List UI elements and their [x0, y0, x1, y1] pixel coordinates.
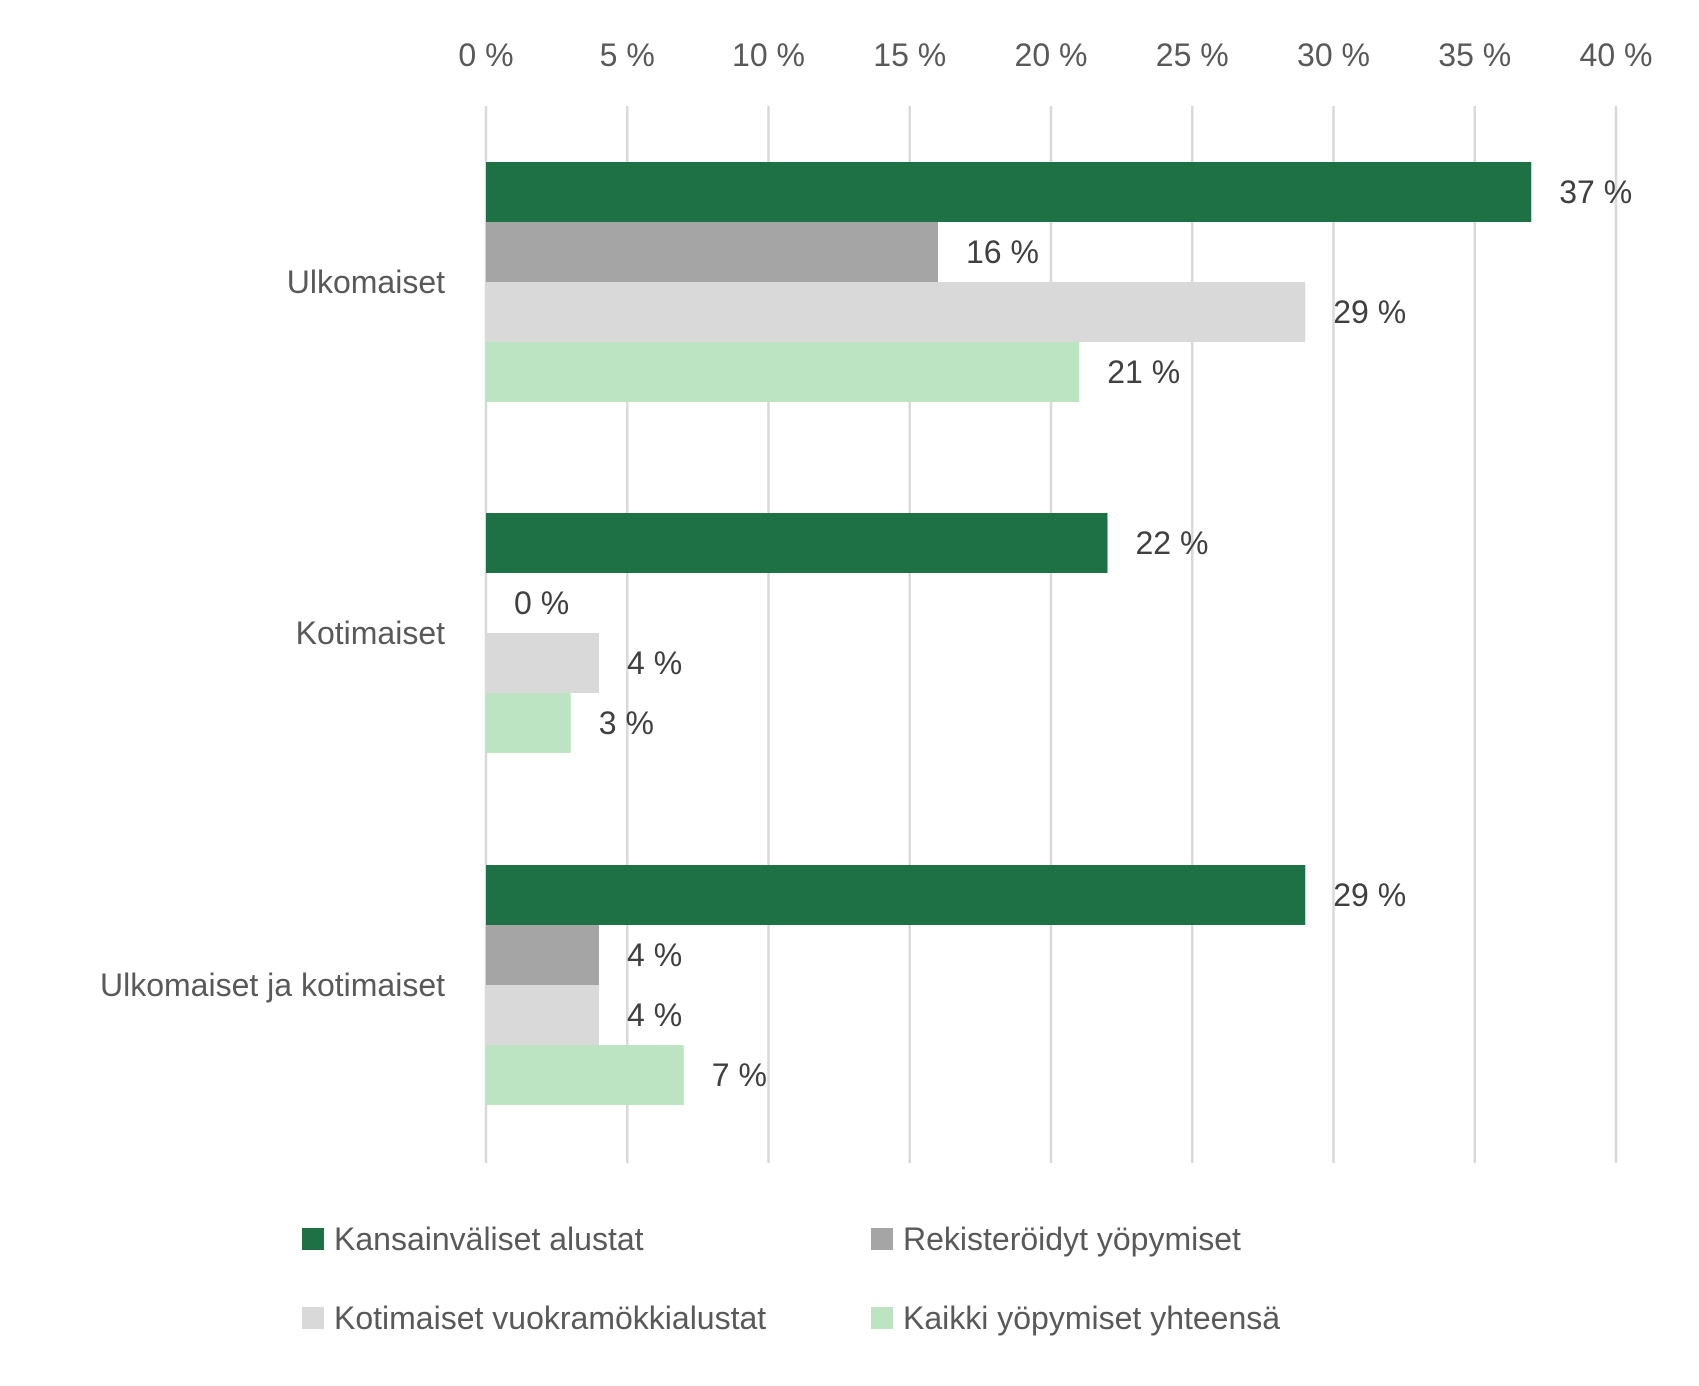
bar: [486, 985, 599, 1045]
data-label: 4 %: [627, 997, 682, 1033]
legend-marker: [302, 1307, 324, 1329]
legend: Kansainväliset alustat Rekisteröidyt yöpy…: [302, 1221, 1280, 1336]
bar: [486, 162, 1532, 222]
x-tick-label: 35 %: [1438, 37, 1511, 73]
data-labels: 37 % 16 % 29 % 21 % 22 % 0 % 4 % 3 % 29 % 4 % 4 % 7…: [514, 174, 1632, 1093]
data-label: 29 %: [1333, 294, 1406, 330]
bar: [486, 865, 1306, 925]
x-tick-labels: 0 % 5 % 10 % 15 % 20 % 25 % 30 % 35 % 40 %: [458, 37, 1652, 73]
legend-label: Kansainväliset alustat: [334, 1221, 644, 1257]
data-label: 22 %: [1136, 525, 1209, 561]
bars: [486, 162, 1532, 1105]
category-labels: Ulkomaiset Kotimaiset Ulkomaiset ja kotima…: [100, 264, 445, 1003]
x-tick-label: 20 %: [1015, 37, 1088, 73]
x-tick-label: 25 %: [1156, 37, 1229, 73]
legend-label: Rekisteröidyt yöpymiset: [903, 1221, 1241, 1257]
data-label: 16 %: [966, 234, 1039, 270]
legend-label: Kotimaiset vuokramökkialustat: [334, 1300, 766, 1336]
bar: [486, 925, 599, 985]
x-tick-label: 40 %: [1580, 37, 1653, 73]
bar: [486, 633, 599, 693]
legend-label: Kaikki yöpymiset yhteensä: [903, 1300, 1280, 1336]
bar: [486, 222, 938, 282]
data-label: 4 %: [627, 937, 682, 973]
bar: [486, 342, 1080, 402]
legend-marker: [871, 1307, 893, 1329]
x-tick-label: 30 %: [1297, 37, 1370, 73]
data-label: 3 %: [599, 705, 654, 741]
bar: [486, 282, 1306, 342]
legend-marker: [302, 1228, 324, 1250]
category-label: Ulkomaiset: [287, 264, 445, 300]
data-label: 37 %: [1559, 174, 1632, 210]
data-label: 0 %: [514, 585, 569, 621]
data-label: 29 %: [1333, 877, 1406, 913]
x-tick-label: 15 %: [873, 37, 946, 73]
data-label: 7 %: [712, 1057, 767, 1093]
bar: [486, 1045, 684, 1105]
bar: [486, 513, 1108, 573]
bar: [486, 693, 571, 753]
data-label: 21 %: [1107, 354, 1180, 390]
legend-marker: [871, 1228, 893, 1250]
x-tick-label: 10 %: [732, 37, 805, 73]
x-tick-label: 5 %: [600, 37, 655, 73]
category-label: Ulkomaiset ja kotimaiset: [100, 967, 445, 1003]
data-label: 4 %: [627, 645, 682, 681]
x-tick-label: 0 %: [458, 37, 513, 73]
category-label: Kotimaiset: [296, 615, 446, 651]
